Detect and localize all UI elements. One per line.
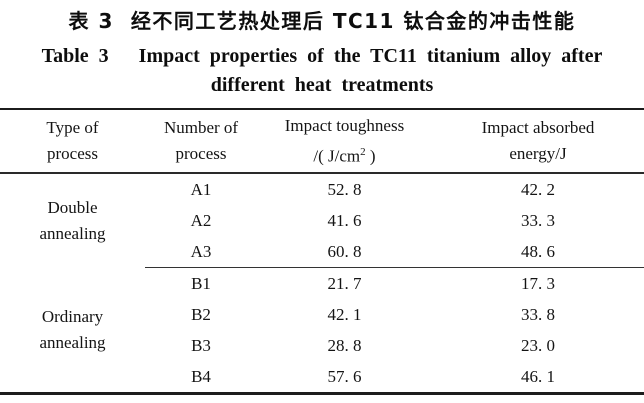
table-row: B4 57. 6 46. 1: [0, 361, 644, 394]
table-row: Ordinary annealing B1 21. 7 17. 3: [0, 268, 644, 352]
energy-cell: 23. 0: [521, 335, 555, 355]
group-label-line: Ordinary: [41, 306, 104, 326]
toughness-cell: 60. 8: [257, 236, 432, 268]
toughness-cell: 52. 8: [327, 179, 362, 199]
energy-cell: 33. 3: [521, 210, 555, 230]
group-label-double-annealing: Double annealing: [0, 173, 145, 268]
table-row: Double annealing A1 52. 8 42. 2: [0, 173, 644, 243]
toughness-cell: 42. 1: [327, 304, 362, 324]
energy-cell: 46. 1: [521, 366, 555, 386]
col-header-line: process: [175, 144, 227, 163]
col-header-line: energy/J: [509, 144, 567, 163]
unit-superscript: 2: [360, 145, 366, 158]
toughness-cell: 28. 8: [327, 335, 362, 355]
header-row: Type of process Number of process Impact…: [0, 109, 644, 174]
table-row: A3 60. 8 48. 6: [0, 236, 644, 268]
process-number-cell: B1: [191, 273, 211, 293]
table-row: B3 28. 8 23. 0: [0, 330, 644, 361]
col-header-type-of-process: Type of process: [0, 109, 145, 174]
energy-cell: 42. 2: [521, 179, 555, 199]
process-number-cell: A1: [190, 179, 212, 199]
process-number-cell: B2: [191, 304, 211, 324]
col-header-impact-toughness: Impact toughness /( J/cm2 ): [257, 109, 432, 174]
col-header-number-of-process: Number of process: [145, 109, 257, 174]
unit-pre: /( J/cm: [313, 146, 361, 166]
table-title-english-line2: different heat treatments: [210, 74, 434, 96]
col-header-line: Impact absorbed: [481, 118, 595, 137]
energy-cell: 33. 8: [521, 304, 555, 324]
toughness-cell: 57. 6: [327, 366, 362, 386]
col-header-line: Type of: [46, 118, 99, 137]
unit-post: ): [365, 146, 376, 166]
toughness-cell: 21. 7: [327, 273, 362, 293]
process-number-cell: A2: [190, 210, 212, 230]
col-header-line: Impact toughness: [284, 115, 405, 135]
process-number-cell: A3: [145, 236, 257, 268]
group-label-ordinary-annealing: Ordinary annealing: [0, 268, 145, 394]
col-header-line: process: [47, 144, 98, 163]
col-header-line: Number of: [163, 118, 239, 137]
energy-cell: 17. 3: [521, 273, 555, 293]
table-row: A2 41. 6 33. 3: [0, 205, 644, 236]
process-number-cell: B3: [191, 335, 211, 355]
group-label-line: Double: [47, 197, 98, 217]
table-row: B2 42. 1 33. 8: [0, 299, 644, 330]
impact-properties-table: Type of process Number of process Impact…: [0, 108, 644, 395]
col-header-unit-line: /( J/cm2 ): [257, 139, 432, 170]
group-label-line: annealing: [39, 332, 106, 352]
table-title-english-line1: Table 3 Impact properties of the TC11 ti…: [41, 45, 603, 67]
toughness-cell: 41. 6: [327, 210, 362, 230]
table-title-chinese: 表 3 经不同工艺热处理后 TC11 钛合金的冲击性能: [68, 9, 576, 33]
energy-cell: 48. 6: [432, 236, 644, 268]
col-header-impact-absorbed-energy: Impact absorbed energy/J: [432, 109, 644, 174]
group-label-line: annealing: [39, 223, 106, 243]
process-number-cell: B4: [191, 366, 211, 386]
